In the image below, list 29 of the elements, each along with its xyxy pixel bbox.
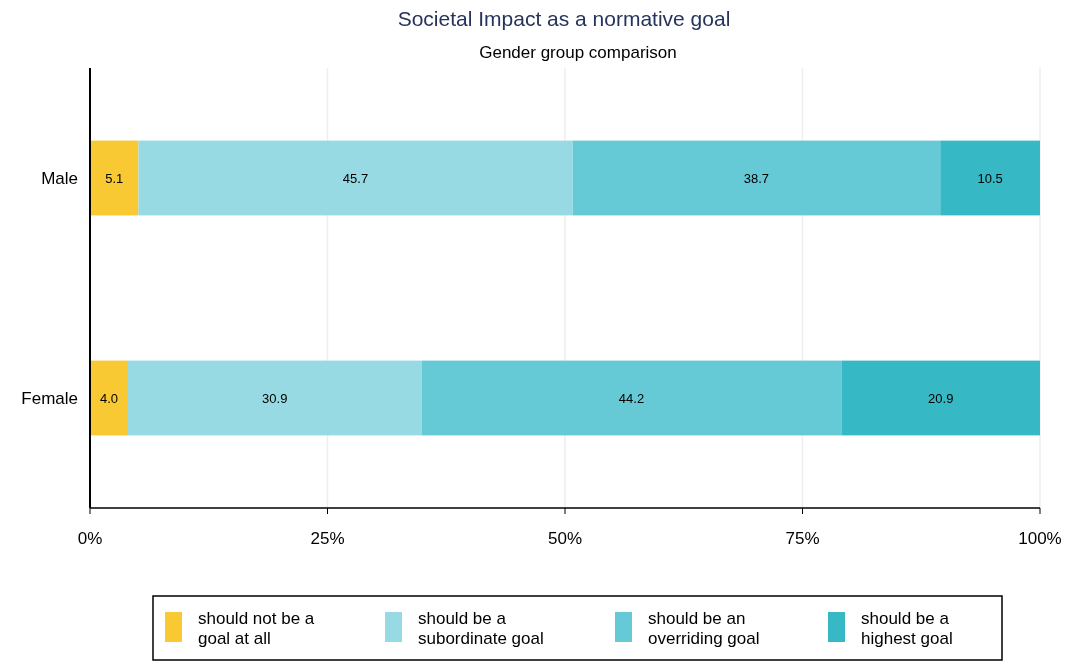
chart-title: Societal Impact as a normative goal bbox=[397, 7, 731, 30]
x-tick-label: 100% bbox=[1018, 529, 1062, 548]
x-tick-label: 50% bbox=[547, 529, 583, 548]
bar bbox=[128, 360, 422, 436]
bar bbox=[90, 140, 139, 216]
legend-label: should be a highest goal bbox=[861, 609, 953, 648]
data-label: 45.7 bbox=[342, 170, 369, 186]
legend-label: should be an overriding goal bbox=[648, 609, 760, 648]
bar bbox=[138, 140, 573, 216]
data-label: 20.9 bbox=[928, 390, 954, 406]
y-tick-label: Female bbox=[21, 388, 78, 408]
y-tick-label: Male bbox=[41, 168, 78, 188]
bar bbox=[421, 360, 842, 436]
data-label: 4.0 bbox=[99, 390, 119, 406]
bar bbox=[90, 360, 128, 436]
legend-label: should not be a goal at all bbox=[198, 609, 315, 648]
x-tick-label: 25% bbox=[310, 529, 345, 548]
chart-subtitle: Gender group comparison bbox=[479, 43, 677, 62]
bar bbox=[841, 360, 1040, 436]
data-label: 10.5 bbox=[977, 170, 1003, 186]
bar bbox=[940, 140, 1040, 216]
data-label: 44.2 bbox=[618, 390, 645, 406]
x-tick-label: 0% bbox=[77, 529, 103, 548]
data-label: 30.9 bbox=[262, 390, 288, 406]
data-label: 5.1 bbox=[105, 170, 124, 186]
legend-label: should be a subordinate goal bbox=[418, 609, 544, 648]
x-tick-label: 75% bbox=[785, 529, 820, 548]
bar bbox=[572, 140, 941, 216]
data-label: 38.7 bbox=[743, 170, 770, 186]
